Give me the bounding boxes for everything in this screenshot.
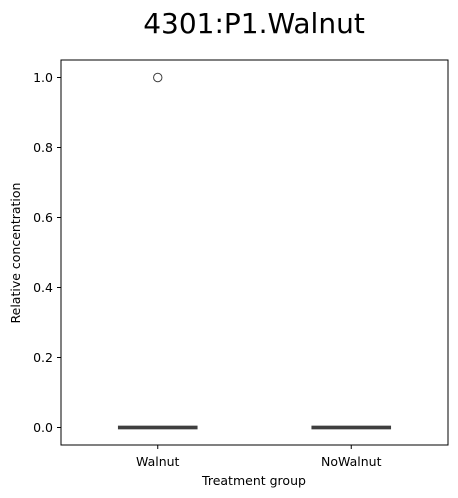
y-tick-label: 0.8: [33, 140, 53, 155]
outlier-point: [153, 72, 163, 83]
x-axis: Walnut NoWalnut: [136, 445, 382, 469]
y-axis: 0.0 0.2 0.4 0.6 0.8 1.0: [33, 70, 61, 435]
y-tick-label: 0.4: [33, 280, 53, 295]
chart-title: 4301:P1.Walnut: [143, 7, 365, 40]
x-tick-label: NoWalnut: [321, 454, 382, 469]
plot-area: [60, 59, 449, 446]
boxes-layer: [117, 72, 392, 430]
box-nowalnut: [311, 425, 392, 430]
x-tick-label: Walnut: [136, 454, 180, 469]
y-tick-label: 0.2: [33, 350, 53, 365]
y-axis-label: Relative concentration: [8, 183, 23, 324]
y-tick-label: 0.0: [33, 420, 53, 435]
box-walnut: [117, 72, 198, 430]
y-tick-label: 1.0: [33, 70, 53, 85]
x-axis-label: Treatment group: [201, 473, 306, 488]
y-tick-label: 0.6: [33, 210, 53, 225]
